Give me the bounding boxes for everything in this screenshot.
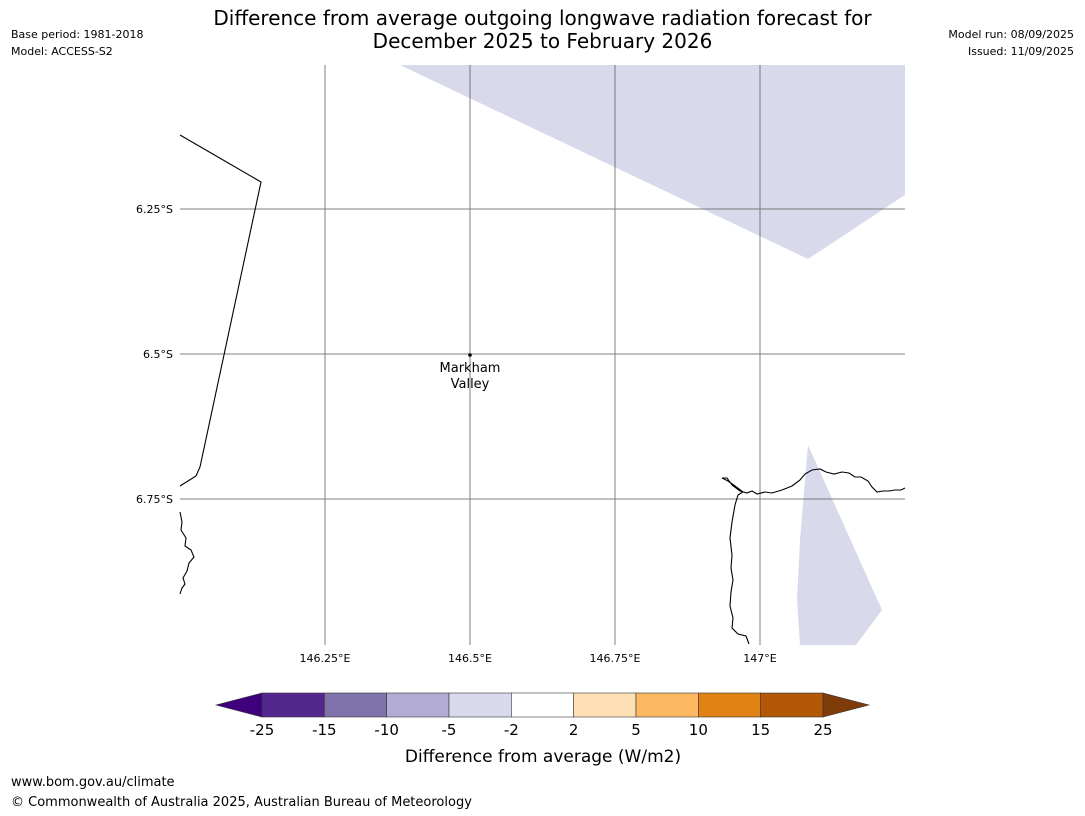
lon-tick-146-25: 146.25°E xyxy=(300,652,351,665)
colorbar-swatch xyxy=(573,692,637,718)
lat-tick-6-25: 6.25°S xyxy=(136,203,173,216)
lon-tick-146-5: 146.5°E xyxy=(448,652,492,665)
anomaly-region-southeast xyxy=(797,445,882,645)
title-line-1: Difference from average outgoing longwav… xyxy=(213,6,872,30)
place-label-line-2: Valley xyxy=(451,377,490,392)
lon-tick-147: 147°E xyxy=(743,652,776,665)
colorbar-swatch xyxy=(760,692,824,718)
issued-date: Issued: 11/09/2025 xyxy=(967,45,1074,58)
colorbar-extend-low xyxy=(214,692,263,718)
colorbar-swatch xyxy=(386,692,450,718)
colorbar: -25 -15 -10 -5 -2 2 5 10 15 25 xyxy=(214,692,871,739)
run-info: Model run: 08/09/2025 Issued: 11/09/2025 xyxy=(948,26,1074,60)
colorbar-tick-label: -25 xyxy=(250,721,275,739)
footer-url: www.bom.gov.au/climate xyxy=(11,775,175,790)
colorbar-swatch xyxy=(261,692,325,718)
copyright-notice: © Commonwealth of Australia 2025, Austra… xyxy=(11,795,472,810)
model-run: Model run: 08/09/2025 xyxy=(948,28,1074,41)
colorbar-extend-high xyxy=(822,692,871,718)
model-name: Model: ACCESS-S2 xyxy=(11,45,113,58)
colorbar-swatch xyxy=(448,692,512,718)
map-title: Difference from average outgoing longwav… xyxy=(0,7,1085,53)
coastlines xyxy=(179,134,906,645)
markham-valley-marker xyxy=(468,353,472,357)
colorbar-swatch xyxy=(511,692,574,718)
boundary-line-west xyxy=(179,134,262,487)
colorbar-tick-label: 15 xyxy=(751,721,770,739)
lat-tick-6-5: 6.5°S xyxy=(143,348,173,361)
anomaly-region-north xyxy=(400,65,905,259)
colorbar-swatch xyxy=(635,692,699,718)
colorbar-tick-label: -5 xyxy=(442,721,457,739)
colorbar-tick-label: 10 xyxy=(689,721,708,739)
graticule xyxy=(180,65,905,645)
colorbar-tick-label: 25 xyxy=(813,721,832,739)
lon-tick-146-75: 146.75°E xyxy=(590,652,641,665)
colorbar-tick-label: -2 xyxy=(504,721,519,739)
colorbar-tick-label: -10 xyxy=(374,721,399,739)
colorbar-swatch xyxy=(324,692,387,718)
lat-tick-6-75: 6.75°S xyxy=(136,493,173,506)
coastline-southwest xyxy=(179,511,195,595)
colorbar-tick-label: 5 xyxy=(631,721,641,739)
colorbar-swatch xyxy=(698,692,761,718)
colorbar-title: Difference from average (W/m2) xyxy=(405,747,681,767)
model-info: Base period: 1981-2018 Model: ACCESS-S2 xyxy=(11,26,143,60)
colorbar-tick-label: 2 xyxy=(569,721,579,739)
colorbar-tick-label: -15 xyxy=(312,721,337,739)
title-line-2: December 2025 to February 2026 xyxy=(372,29,713,53)
place-label-line-1: Markham xyxy=(440,361,501,376)
coastline-huon-gulf xyxy=(721,468,906,645)
base-period: Base period: 1981-2018 xyxy=(11,28,144,41)
